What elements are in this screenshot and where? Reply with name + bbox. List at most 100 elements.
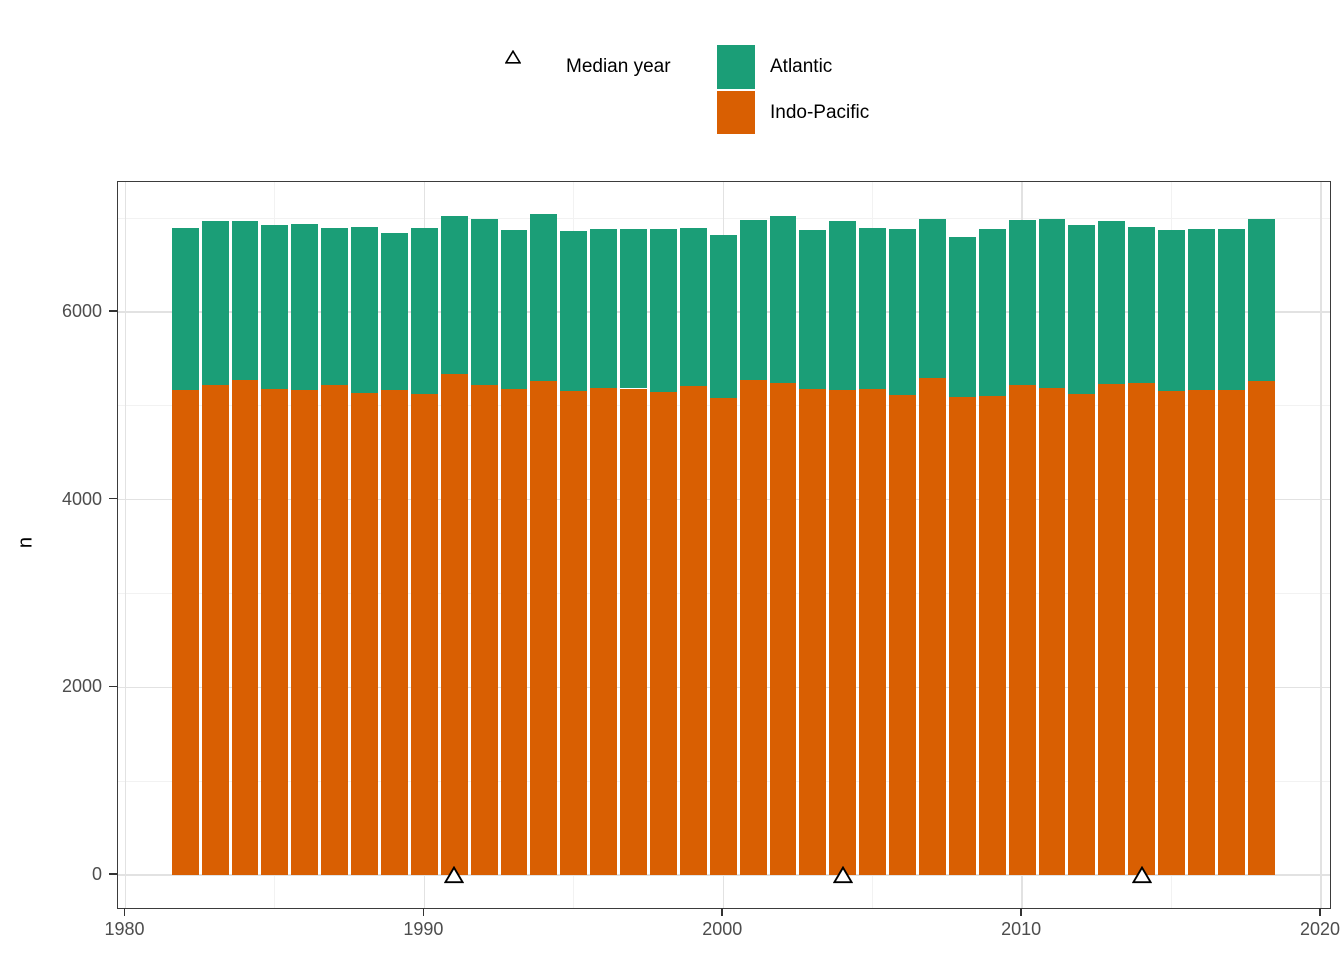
gridline-y-minor bbox=[118, 217, 1330, 219]
bar-segment-atlantic bbox=[1068, 224, 1096, 395]
legend-indo-pacific-label: Indo-Pacific bbox=[770, 102, 870, 123]
y-tick-label: 4000 bbox=[61, 488, 102, 509]
x-tick-mark bbox=[123, 908, 126, 916]
bar-segment-indo-pacific bbox=[231, 379, 259, 875]
gridline-y-major bbox=[118, 874, 1330, 876]
median-year-marker bbox=[443, 865, 465, 889]
bar-segment-indo-pacific bbox=[470, 385, 498, 875]
bar-segment-indo-pacific bbox=[769, 383, 797, 875]
bar-segment-atlantic bbox=[1038, 219, 1066, 389]
bar-segment-indo-pacific bbox=[171, 389, 199, 875]
bar-segment-atlantic bbox=[1247, 218, 1275, 382]
bar-segment-atlantic bbox=[381, 232, 408, 391]
bar-segment-atlantic bbox=[321, 227, 349, 386]
bar-segment-atlantic bbox=[948, 237, 976, 397]
bar-segment-indo-pacific bbox=[440, 373, 468, 875]
bar-segment-atlantic bbox=[650, 229, 677, 393]
y-tick-mark bbox=[109, 310, 117, 312]
x-axis: 1980 1990 2000 2010 2020 bbox=[104, 908, 1340, 960]
x-tick-mark bbox=[1319, 908, 1321, 916]
plot-panel bbox=[117, 181, 1331, 909]
legend-atlantic-label: Atlantic bbox=[770, 56, 833, 77]
x-tick-mark bbox=[1020, 908, 1022, 916]
bar-segment-atlantic bbox=[978, 228, 1006, 396]
bar-segment-atlantic bbox=[171, 227, 199, 390]
bar-segment-indo-pacific bbox=[679, 386, 707, 875]
bar-segment-indo-pacific bbox=[321, 385, 349, 875]
bar-segment-atlantic bbox=[679, 228, 707, 387]
bar-segment-indo-pacific bbox=[201, 385, 229, 875]
y-tick-mark bbox=[109, 685, 117, 688]
bar-segment-atlantic bbox=[739, 220, 767, 380]
bar-segment-atlantic bbox=[590, 228, 618, 388]
bar-segment-indo-pacific bbox=[1217, 389, 1245, 875]
bar-segment-atlantic bbox=[351, 226, 379, 394]
median-year-marker bbox=[1131, 865, 1152, 889]
bar-segment-atlantic bbox=[829, 221, 857, 391]
bar-segment-atlantic bbox=[201, 221, 229, 386]
bar-segment-indo-pacific bbox=[739, 379, 767, 875]
bar-segment-indo-pacific bbox=[1188, 389, 1215, 875]
bar-segment-indo-pacific bbox=[1068, 394, 1096, 875]
bar-segment-indo-pacific bbox=[261, 389, 289, 875]
y-tick-label: 2000 bbox=[61, 676, 102, 697]
bar-segment-indo-pacific bbox=[978, 395, 1006, 875]
bar-segment-atlantic bbox=[530, 213, 558, 382]
legend-median-year bbox=[505, 50, 521, 64]
x-tick-mark bbox=[721, 908, 724, 916]
x-tick-label: 2000 bbox=[702, 919, 743, 939]
bar-segment-atlantic bbox=[1128, 226, 1156, 383]
bar-segment-indo-pacific bbox=[919, 377, 946, 875]
bar-segment-atlantic bbox=[470, 218, 498, 386]
bar-segment-atlantic bbox=[769, 216, 797, 384]
bar-segment-indo-pacific bbox=[859, 389, 887, 875]
y-axis: 0 2000 4000 6000 bbox=[0, 181, 117, 907]
bar-segment-indo-pacific bbox=[560, 390, 588, 875]
bar-segment-indo-pacific bbox=[620, 388, 648, 875]
bar-segment-indo-pacific bbox=[709, 397, 737, 875]
bar-segment-indo-pacific bbox=[1098, 384, 1126, 875]
bar-segment-atlantic bbox=[1158, 229, 1186, 392]
x-tick-label: 2020 bbox=[1300, 919, 1341, 939]
bar-segment-indo-pacific bbox=[799, 389, 827, 875]
bar-segment-atlantic bbox=[1188, 228, 1215, 390]
legend-key-indo-pacific bbox=[717, 91, 755, 134]
bar-segment-atlantic bbox=[291, 224, 319, 390]
legend-median-year-label: Median year bbox=[566, 56, 671, 77]
x-tick-label: 2010 bbox=[1001, 919, 1042, 939]
y-tick-label: 0 bbox=[91, 863, 102, 884]
bar-segment-indo-pacific bbox=[829, 390, 857, 875]
median-year-marker bbox=[832, 865, 854, 889]
bar-segment-atlantic bbox=[410, 228, 438, 395]
gridline-x-major bbox=[1320, 182, 1322, 908]
bar-segment-indo-pacific bbox=[650, 392, 677, 875]
x-tick-label: 1980 bbox=[104, 919, 145, 939]
y-tick-mark bbox=[109, 873, 117, 875]
bar-segment-indo-pacific bbox=[351, 393, 379, 875]
bar-segment-atlantic bbox=[1217, 228, 1245, 390]
bar-segment-atlantic bbox=[889, 229, 917, 396]
x-tick-mark bbox=[422, 908, 425, 916]
bar-segment-indo-pacific bbox=[1247, 381, 1275, 875]
bar-segment-indo-pacific bbox=[530, 381, 558, 875]
gridline-x-major bbox=[124, 182, 127, 908]
bar-segment-indo-pacific bbox=[381, 390, 408, 875]
bar-segment-atlantic bbox=[799, 230, 827, 390]
y-tick-label: 6000 bbox=[61, 301, 102, 322]
bar-segment-atlantic bbox=[261, 225, 289, 390]
bar-segment-indo-pacific bbox=[291, 389, 319, 875]
bar-segment-atlantic bbox=[859, 228, 887, 390]
bar-segment-indo-pacific bbox=[948, 396, 976, 875]
bar-segment-indo-pacific bbox=[1008, 385, 1036, 875]
bar-segment-indo-pacific bbox=[1038, 388, 1066, 875]
x-tick-label: 1990 bbox=[403, 919, 444, 939]
bar-segment-atlantic bbox=[560, 231, 588, 391]
bar-segment-indo-pacific bbox=[500, 389, 528, 875]
bar-segment-indo-pacific bbox=[410, 394, 438, 875]
bar-segment-atlantic bbox=[231, 221, 259, 380]
y-axis-title: n bbox=[14, 536, 37, 549]
legend-key-atlantic bbox=[717, 45, 755, 89]
bar-segment-atlantic bbox=[440, 216, 468, 374]
bar-segment-indo-pacific bbox=[590, 387, 618, 875]
